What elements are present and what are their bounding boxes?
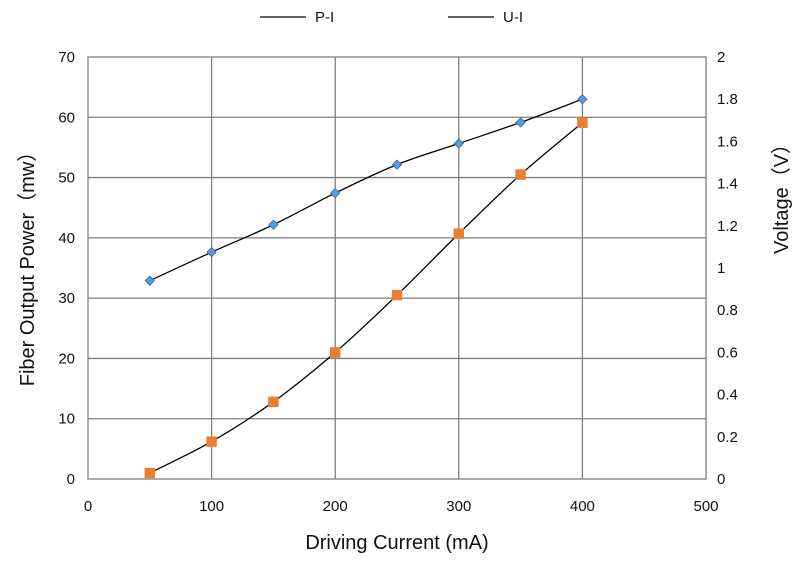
y2-tick-label: 0.8 <box>717 302 738 319</box>
data-point-pi <box>577 94 588 105</box>
y2-tick-label: 2 <box>717 49 725 66</box>
x-tick-label: 200 <box>323 498 348 515</box>
y2-tick-label: 0.2 <box>717 429 738 446</box>
legend-label-pi: P-I <box>315 9 334 26</box>
y-tick-label: 0 <box>67 471 75 488</box>
tick-labels: 0 100 200 300 400 500 0 10 20 30 40 50 60 70 0 0.2 0.4 0.… <box>58 49 738 515</box>
y2-tick-label: 1 <box>717 260 725 277</box>
x-tick-label: 500 <box>693 498 718 515</box>
y2-tick-label: 1.2 <box>717 218 738 235</box>
series-ui <box>144 117 588 479</box>
data-point-pi <box>144 275 155 286</box>
y2-axis-title: Voltage（V） <box>770 134 793 254</box>
data-point-ui <box>577 117 588 128</box>
data-point-ui <box>144 467 155 479</box>
y-tick-label: 30 <box>58 290 75 307</box>
x-tick-label: 400 <box>570 498 595 515</box>
data-point-ui <box>515 169 526 180</box>
data-point-pi <box>330 187 341 199</box>
data-point-ui <box>206 436 217 447</box>
series-line-pi <box>149 98 583 282</box>
y-axis-title: Fiber Output Power（mw） <box>16 142 39 387</box>
y-tick-label: 40 <box>58 230 75 247</box>
x-tick-label: 300 <box>446 498 471 515</box>
y-tick-label: 60 <box>58 109 75 126</box>
grid <box>87 56 707 480</box>
y2-tick-label: 1.6 <box>717 133 738 150</box>
y2-tick-label: 1.4 <box>717 176 738 193</box>
y2-tick-label: 0.6 <box>717 344 738 361</box>
data-point-pi <box>206 247 217 258</box>
series-pi <box>144 94 588 286</box>
data-point-pi <box>515 117 526 128</box>
plot-border <box>87 56 707 480</box>
series-line-ui <box>149 122 583 474</box>
y-tick-label: 70 <box>58 49 75 66</box>
x-tick-label: 0 <box>84 498 92 515</box>
data-point-pi <box>391 159 403 170</box>
data-point-pi <box>268 219 279 230</box>
legend: P-I U-I <box>260 9 523 26</box>
x-axis-title: Driving Current (mA) <box>305 532 488 554</box>
y2-tick-label: 1.8 <box>717 91 738 108</box>
data-point-pi <box>453 138 464 149</box>
data-point-ui <box>330 347 341 358</box>
x-tick-label: 100 <box>199 498 224 515</box>
y-tick-label: 20 <box>58 350 75 367</box>
y-tick-label: 10 <box>58 411 75 428</box>
series-layer <box>144 94 588 479</box>
y2-tick-label: 0 <box>717 471 725 488</box>
legend-label-ui: U-I <box>503 9 523 26</box>
y2-tick-label: 0.4 <box>717 387 738 404</box>
data-point-ui <box>268 396 279 408</box>
data-point-ui <box>391 289 403 301</box>
data-point-ui <box>453 228 464 239</box>
y-tick-label: 50 <box>58 170 75 187</box>
